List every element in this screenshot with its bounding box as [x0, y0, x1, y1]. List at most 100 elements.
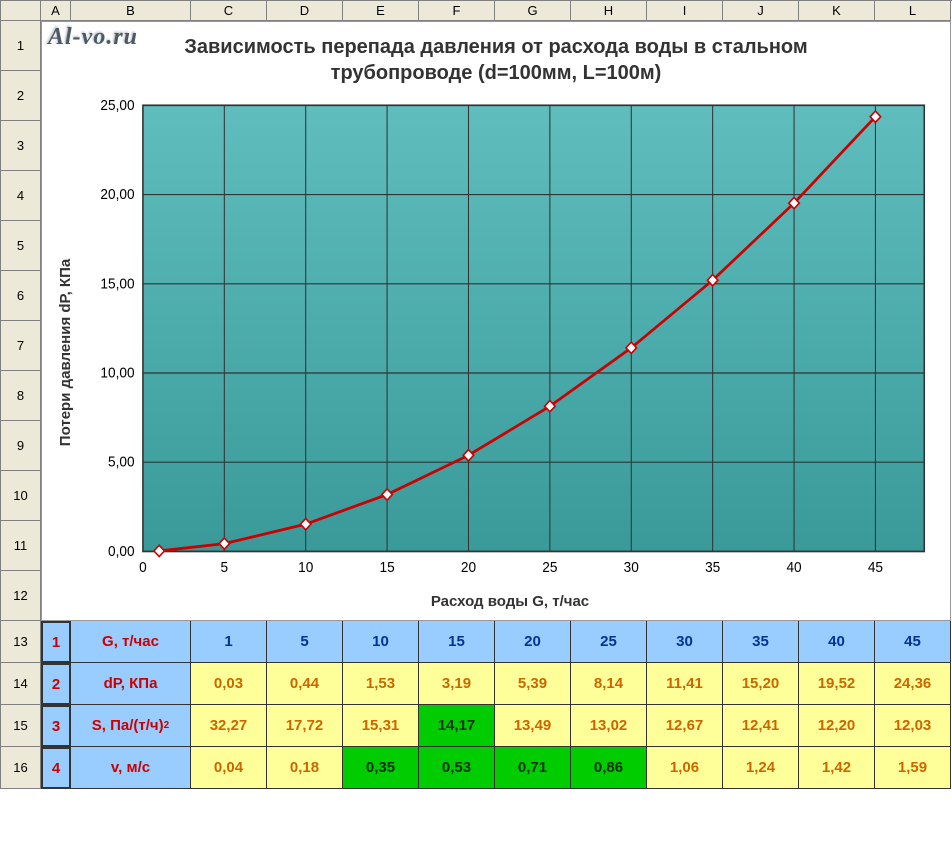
- column-header: H: [571, 1, 647, 21]
- row-header: 12: [1, 571, 41, 621]
- svg-text:0: 0: [139, 559, 147, 576]
- table-cell: 3,19: [419, 663, 495, 705]
- table-cell: 5,39: [495, 663, 571, 705]
- table-cell: 32,27: [191, 705, 267, 747]
- svg-text:0,00: 0,00: [108, 544, 135, 561]
- column-header: J: [723, 1, 799, 21]
- table-cell: 1,06: [647, 747, 723, 789]
- table-cell: 0,86: [571, 747, 647, 789]
- table-cell: 15: [419, 621, 495, 663]
- table-cell: 0,18: [267, 747, 343, 789]
- row-header: 9: [1, 421, 41, 471]
- table-cell: 12,67: [647, 705, 723, 747]
- svg-text:5: 5: [221, 559, 229, 576]
- column-header: K: [799, 1, 875, 21]
- table-cell: 1,42: [799, 747, 875, 789]
- table-cell: 1: [191, 621, 267, 663]
- column-header: C: [191, 1, 267, 21]
- table-row-num: 4: [41, 747, 71, 789]
- table-cell: 12,20: [799, 705, 875, 747]
- column-header: E: [343, 1, 419, 21]
- table-cell: 45: [875, 621, 951, 663]
- table-cell: 11,41: [647, 663, 723, 705]
- svg-text:10,00: 10,00: [100, 365, 134, 382]
- svg-text:10: 10: [298, 559, 313, 576]
- column-header: G: [495, 1, 571, 21]
- table-cell: 24,36: [875, 663, 951, 705]
- svg-text:20,00: 20,00: [100, 187, 134, 204]
- svg-text:35: 35: [705, 559, 720, 576]
- chart-area: Al-vo.ruЗависимость перепада давления от…: [41, 21, 951, 621]
- table-row-num: 2: [41, 663, 71, 705]
- table-cell: 13,02: [571, 705, 647, 747]
- table-cell: 1,59: [875, 747, 951, 789]
- table-cell: 12,41: [723, 705, 799, 747]
- svg-text:20: 20: [461, 559, 476, 576]
- table-cell: 15,20: [723, 663, 799, 705]
- table-cell: 19,52: [799, 663, 875, 705]
- table-cell: 1,53: [343, 663, 419, 705]
- column-header: I: [647, 1, 723, 21]
- table-cell: 8,14: [571, 663, 647, 705]
- row-header: 8: [1, 371, 41, 421]
- row-header: 6: [1, 271, 41, 321]
- table-cell: 0,71: [495, 747, 571, 789]
- table-cell: 12,03: [875, 705, 951, 747]
- chart-plot: 0,00 5,00 10,00 15,00 20,00 25,00 0 5 10 15 20 25 30…: [80, 94, 940, 591]
- row-header: 7: [1, 321, 41, 371]
- row-header: 16: [1, 747, 41, 789]
- chart-xlabel: Расход воды G, т/час: [80, 593, 940, 610]
- table-row-label: dP, КПа: [71, 663, 191, 705]
- row-header: 3: [1, 121, 41, 171]
- row-header: 10: [1, 471, 41, 521]
- column-header: [1, 1, 41, 21]
- row-header: 14: [1, 663, 41, 705]
- row-header: 13: [1, 621, 41, 663]
- table-cell: 14,17: [419, 705, 495, 747]
- table-cell: 15,31: [343, 705, 419, 747]
- table-row-num: 1: [41, 621, 71, 663]
- table-cell: 35: [723, 621, 799, 663]
- table-cell: 0,03: [191, 663, 267, 705]
- table-row-label: v, м/c: [71, 747, 191, 789]
- svg-text:25: 25: [542, 559, 557, 576]
- table-cell: 30: [647, 621, 723, 663]
- table-cell: 0,04: [191, 747, 267, 789]
- svg-text:15: 15: [380, 559, 395, 576]
- row-header: 1: [1, 21, 41, 71]
- table-cell: 17,72: [267, 705, 343, 747]
- table-row-label: G, т/час: [71, 621, 191, 663]
- row-header: 5: [1, 221, 41, 271]
- svg-text:25,00: 25,00: [100, 97, 134, 114]
- table-cell: 0,44: [267, 663, 343, 705]
- row-header: 15: [1, 705, 41, 747]
- svg-text:5,00: 5,00: [108, 454, 135, 471]
- table-cell: 1,24: [723, 747, 799, 789]
- chart-title: Зависимость перепада давления от расхода…: [112, 34, 880, 86]
- table-cell: 13,49: [495, 705, 571, 747]
- svg-text:30: 30: [624, 559, 639, 576]
- table-cell: 10: [343, 621, 419, 663]
- svg-text:15,00: 15,00: [100, 276, 134, 293]
- table-row-num: 3: [41, 705, 71, 747]
- row-header: 2: [1, 71, 41, 121]
- column-header: A: [41, 1, 71, 21]
- column-header: F: [419, 1, 495, 21]
- chart-ylabel: Потери давления dP, КПа: [58, 258, 75, 445]
- table-cell: 5: [267, 621, 343, 663]
- watermark: Al-vo.ru: [48, 24, 138, 51]
- table-cell: 20: [495, 621, 571, 663]
- spreadsheet-grid: ABCDEFGHIJKL12345678910111213141516Al-vo…: [0, 0, 952, 789]
- table-cell: 40: [799, 621, 875, 663]
- svg-text:45: 45: [868, 559, 883, 576]
- svg-text:40: 40: [786, 559, 801, 576]
- column-header: B: [71, 1, 191, 21]
- table-row-label: S, Па/(т/ч)2: [71, 705, 191, 747]
- table-cell: 0,35: [343, 747, 419, 789]
- row-header: 4: [1, 171, 41, 221]
- table-cell: 25: [571, 621, 647, 663]
- table-cell: 0,53: [419, 747, 495, 789]
- column-header: D: [267, 1, 343, 21]
- column-header: L: [875, 1, 951, 21]
- row-header: 11: [1, 521, 41, 571]
